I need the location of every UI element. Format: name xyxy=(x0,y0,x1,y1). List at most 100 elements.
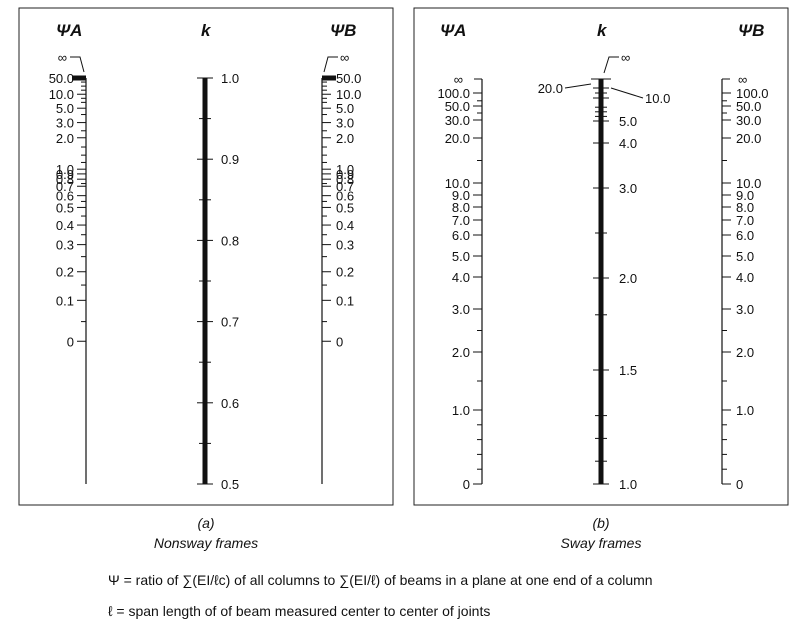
panel-a-k-label: 0.8 xyxy=(221,233,239,248)
panel-a-psi-b-label: 0.2 xyxy=(336,265,354,280)
panel-a-psi-a-label: 0.4 xyxy=(56,218,74,233)
panel-b-psi-a-label: 1.0 xyxy=(452,403,470,418)
panel-b-header-psi-b: ΨB xyxy=(738,21,764,40)
ell-definition-note: ℓ = span length of of beam measured cent… xyxy=(108,603,490,619)
panel-b-psi-b-label: 100.0 xyxy=(736,86,769,101)
panel-a-psi-a-label: 0 xyxy=(67,334,74,349)
panel-a-psi-a-label: 0.7 xyxy=(56,179,74,194)
panel-a-psi-a-infinity: ∞ xyxy=(58,50,67,65)
panel-a-psi-b-label: 1.0 xyxy=(336,162,354,177)
panel-b-psi-b-label: 9.0 xyxy=(736,188,754,203)
panel-a-psi-a-label: 0.1 xyxy=(56,293,74,308)
panel-b-psi-a-label: 3.0 xyxy=(452,302,470,317)
panel-b-header-k: k xyxy=(597,21,608,40)
panel-b-caption-text: Sway frames xyxy=(561,535,642,551)
panel-b-psi-b-label: 7.0 xyxy=(736,213,754,228)
panel-b-psi-a-label: 2.0 xyxy=(452,345,470,360)
panel-b-psi-b-label: 20.0 xyxy=(736,131,761,146)
panel-a-psi-b-label: 3.0 xyxy=(336,116,354,131)
panel-b-k-label-left: 20.0 xyxy=(538,81,563,96)
scales-group: 50.010.05.03.02.01.00.90.80.70.60.50.40.… xyxy=(49,50,769,492)
panel-a-psi-b-label: 0.4 xyxy=(336,218,354,233)
panel-a-k-label: 0.5 xyxy=(221,477,239,492)
panel-b-k-label: 5.0 xyxy=(619,114,637,129)
panel-a-psi-b-label: 50.0 xyxy=(336,71,361,86)
panel-a-psi-b-label: 0.1 xyxy=(336,293,354,308)
panel-b-k-label: 2.0 xyxy=(619,271,637,286)
panel-a-psi-a-label: 2.0 xyxy=(56,131,74,146)
panel-a-psi-b-label: 0.3 xyxy=(336,238,354,253)
panel-b-k-label-right: 10.0 xyxy=(645,91,670,106)
panel-b-psi-a-label: 0 xyxy=(463,477,470,492)
panel-b-psi-b-label: 1.0 xyxy=(736,403,754,418)
panel-b-psi-b-label: 10.0 xyxy=(736,176,761,191)
panel-a-k-label: 0.6 xyxy=(221,396,239,411)
panel-b-psi-b-label: 8.0 xyxy=(736,200,754,215)
panel-a-psi-b-infinity-leader xyxy=(323,56,338,73)
panel-a-psi-b-label: 0.8 xyxy=(336,172,354,187)
panel-b-psi-b-label: 6.0 xyxy=(736,228,754,243)
panel-b-psi-a-label: 9.0 xyxy=(452,188,470,203)
panel-b-caption-letter: (b) xyxy=(592,515,609,531)
panel-b-psi-b-label: 3.0 xyxy=(736,302,754,317)
panel-a-psi-a-label: 0.6 xyxy=(56,189,74,204)
panel-a-psi-b-label: 0.6 xyxy=(336,189,354,204)
panel-a-caption-text: Nonsway frames xyxy=(154,535,258,551)
panel-b-psi-a-label: 6.0 xyxy=(452,228,470,243)
panel-b-header-psi-a: ΨA xyxy=(440,21,466,40)
panel-b-k-infinity-leader xyxy=(603,56,619,74)
panel-b-psi-a-label: 20.0 xyxy=(445,131,470,146)
panel-b-psi-b-label: 2.0 xyxy=(736,345,754,360)
panel-b-frame xyxy=(413,7,789,506)
panel-a-psi-b-infinity: ∞ xyxy=(340,50,349,65)
panel-b-k-label: 1.5 xyxy=(619,363,637,378)
panel-a-header-psi-b: ΨB xyxy=(330,21,356,40)
panel-b-psi-a-label: 30.0 xyxy=(445,113,470,128)
panel-a-psi-b-label: 0 xyxy=(336,334,343,349)
panel-a-psi-a-label: 5.0 xyxy=(56,101,74,116)
panel-b-psi-b-label: 5.0 xyxy=(736,249,754,264)
panel-a-psi-a-label: 0.5 xyxy=(56,200,74,215)
panel-a-psi-a-label: 0.2 xyxy=(56,265,74,280)
panel-a-caption-letter: (a) xyxy=(197,515,214,531)
panel-a-frame xyxy=(18,7,394,506)
panel-b-psi-b-label: 4.0 xyxy=(736,270,754,285)
panel-b-psi-a-label: 7.0 xyxy=(452,213,470,228)
panel-b-psi-b-label: 0 xyxy=(736,477,743,492)
panel-b-k-infinity: ∞ xyxy=(621,50,630,65)
panel-a-psi-b-label: 0.7 xyxy=(336,179,354,194)
panel-a-header-k: k xyxy=(201,21,212,40)
panel-b-psi-a-label: 8.0 xyxy=(452,200,470,215)
panel-a-psi-a-label: 0.8 xyxy=(56,172,74,187)
panel-a-psi-b-label: 10.0 xyxy=(336,87,361,102)
panel-b-psi-a-label: 50.0 xyxy=(445,99,470,114)
panel-a-psi-a-infinity-leader xyxy=(70,56,85,73)
panel-b-psi-b-label: 50.0 xyxy=(736,99,761,114)
panel-a-header-psi-a: ΨA xyxy=(56,21,82,40)
panel-b-psi-a-label: 10.0 xyxy=(445,176,470,191)
panel-b-k-label: 3.0 xyxy=(619,181,637,196)
panel-a-psi-a-label: 10.0 xyxy=(49,87,74,102)
panel-a-psi-a-label: 3.0 xyxy=(56,116,74,131)
panel-a-psi-a-label: 0.9 xyxy=(56,167,74,182)
panel-a-psi-a-label: 50.0 xyxy=(49,71,74,86)
panel-b-psi-a-infinity: ∞ xyxy=(454,72,463,87)
panel-b-k-label: 4.0 xyxy=(619,136,637,151)
panel-a-psi-a-label: 1.0 xyxy=(56,162,74,177)
panel-b-k-leader-right xyxy=(610,87,644,99)
panel-a-k-label: 0.7 xyxy=(221,315,239,330)
panel-a-psi-b-label: 2.0 xyxy=(336,131,354,146)
panel-a-psi-b-label: 0.9 xyxy=(336,167,354,182)
panel-b-k-label: 1.0 xyxy=(619,477,637,492)
panel-a-psi-b-label: 0.5 xyxy=(336,200,354,215)
panel-a-psi-b-label: 5.0 xyxy=(336,101,354,116)
panel-a-psi-a-label: 0.3 xyxy=(56,238,74,253)
panel-b-psi-a-label: 4.0 xyxy=(452,270,470,285)
panel-b-psi-b-infinity: ∞ xyxy=(738,72,747,87)
panel-b-k-leader-left xyxy=(564,83,592,89)
panel-a-k-label: 0.9 xyxy=(221,152,239,167)
panel-b-psi-b-label: 30.0 xyxy=(736,113,761,128)
panel-a-k-label: 1.0 xyxy=(221,71,239,86)
panel-b-psi-a-label: 100.0 xyxy=(437,86,470,101)
